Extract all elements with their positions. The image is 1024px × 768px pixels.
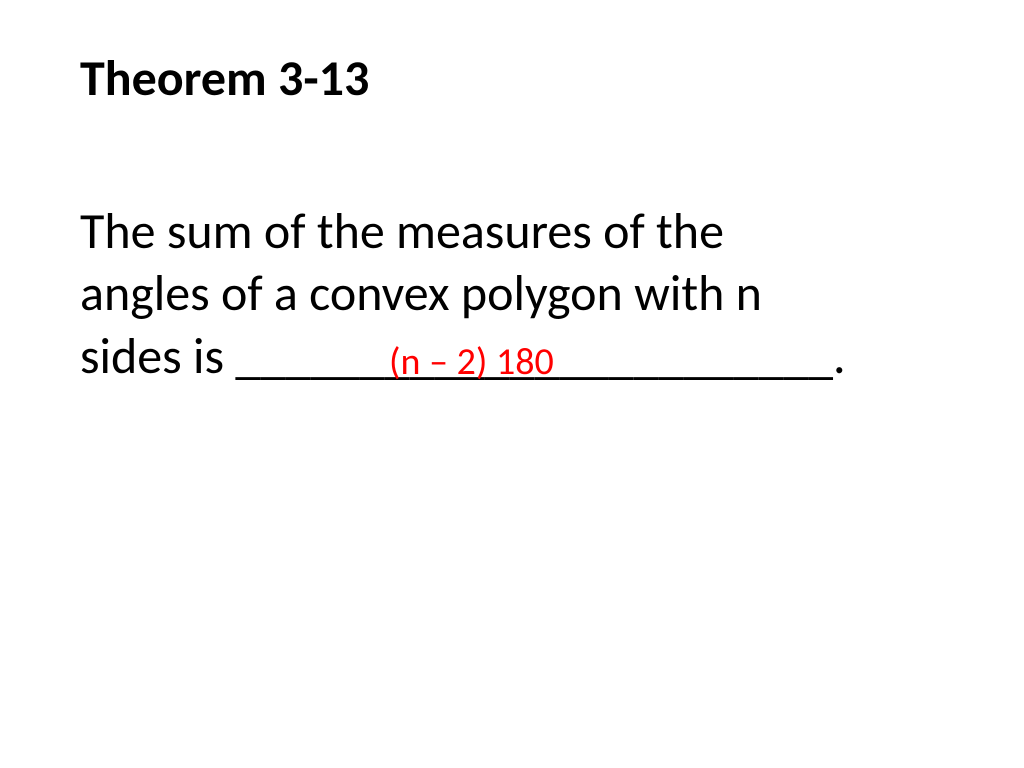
body-line-3-prefix: sides is <box>80 326 235 387</box>
body-line-3-suffix: . <box>833 326 846 387</box>
filled-answer: (n – 2) 180 <box>389 339 554 385</box>
body-line-1: The sum of the measures of the <box>80 201 724 262</box>
body-line-2: angles of a convex polygon with n <box>80 263 762 324</box>
theorem-title: Theorem 3-13 <box>80 48 944 111</box>
slide: Theorem 3-13 The sum of the measures of … <box>0 0 1024 768</box>
